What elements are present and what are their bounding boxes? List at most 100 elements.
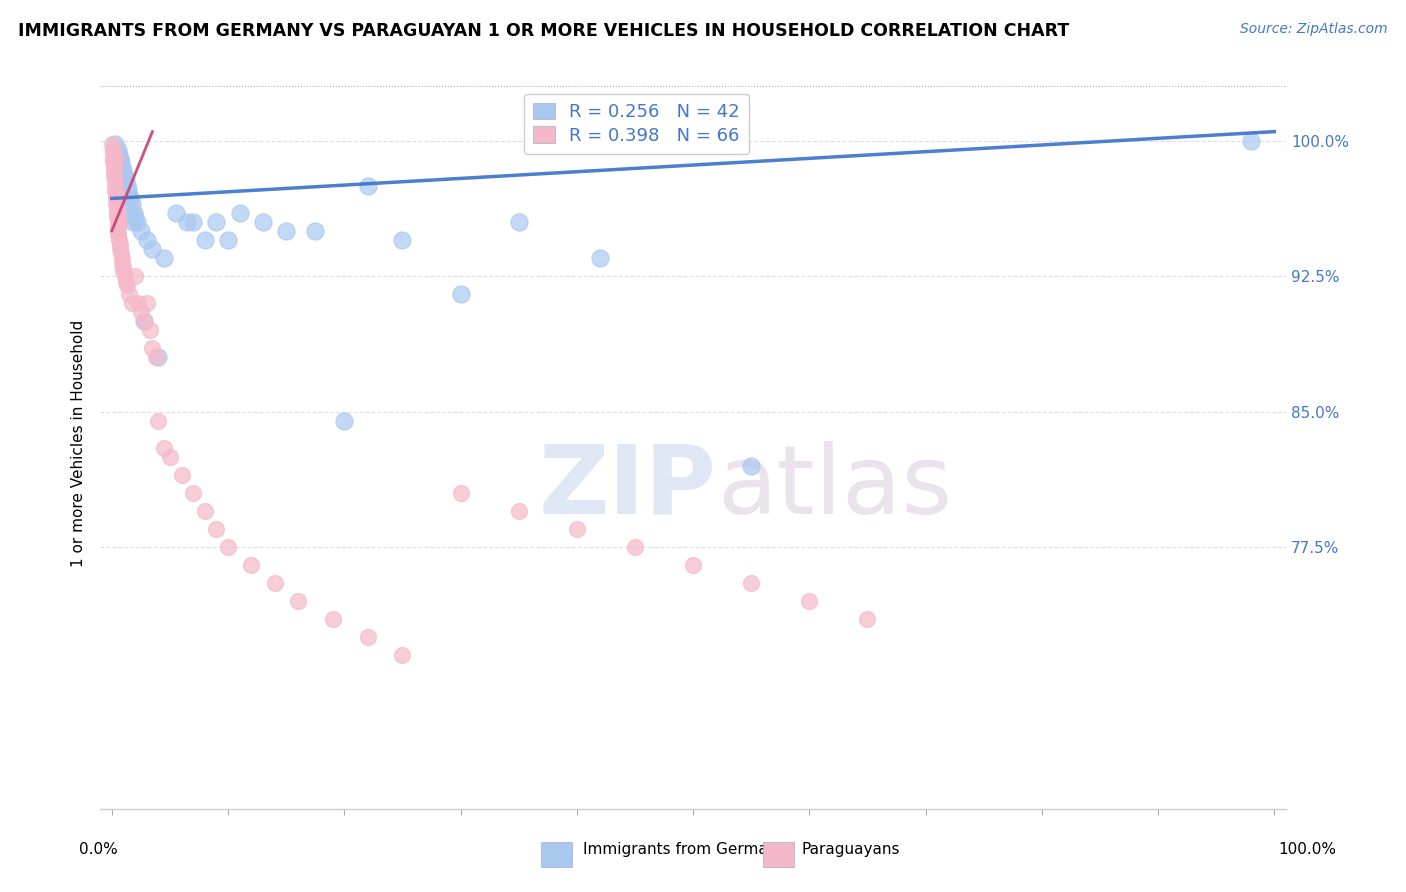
Point	[141, 342, 163, 356]
Point	[217, 540, 239, 554]
Point	[105, 206, 128, 220]
Point	[205, 215, 228, 229]
Point	[356, 631, 378, 645]
Text: Source: ZipAtlas.com: Source: ZipAtlas.com	[1240, 22, 1388, 37]
Point	[740, 576, 762, 591]
Point	[114, 269, 136, 284]
Y-axis label: 1 or more Vehicles in Household: 1 or more Vehicles in Household	[72, 319, 86, 566]
Point	[508, 215, 530, 229]
Point	[110, 245, 132, 260]
Point	[118, 287, 141, 301]
Point	[101, 137, 124, 152]
Point	[104, 137, 127, 152]
Point	[391, 648, 413, 663]
Point	[107, 224, 129, 238]
Point	[450, 287, 472, 301]
Point	[856, 612, 879, 626]
Point	[624, 540, 647, 554]
Point	[228, 206, 250, 220]
Legend: R = 0.256   N = 42, R = 0.398   N = 66: R = 0.256 N = 42, R = 0.398 N = 66	[524, 94, 749, 153]
Point	[205, 522, 228, 536]
Text: Paraguayans: Paraguayans	[801, 842, 900, 856]
Point	[682, 558, 704, 573]
Point	[112, 263, 135, 277]
Point	[121, 197, 143, 211]
Text: Immigrants from Germany: Immigrants from Germany	[583, 842, 787, 856]
Point	[111, 161, 134, 175]
Point	[117, 182, 139, 196]
Point	[121, 215, 143, 229]
Point	[740, 458, 762, 473]
Point	[124, 269, 146, 284]
Point	[111, 256, 134, 270]
Point	[112, 164, 135, 178]
Point	[108, 233, 131, 247]
Point	[128, 296, 150, 310]
Point	[276, 224, 298, 238]
Point	[181, 486, 204, 500]
Point	[322, 612, 344, 626]
Point	[165, 206, 187, 220]
Point	[148, 351, 170, 365]
Point	[115, 178, 138, 193]
Text: 0.0%: 0.0%	[79, 842, 118, 856]
Point	[107, 215, 129, 229]
Point	[1240, 134, 1263, 148]
Point	[450, 486, 472, 500]
Point	[114, 169, 136, 184]
Point	[110, 155, 132, 169]
Point	[176, 215, 198, 229]
Point	[110, 242, 132, 256]
Point	[105, 210, 128, 224]
Point	[141, 242, 163, 256]
Point	[799, 594, 821, 608]
Point	[159, 450, 181, 464]
Point	[194, 504, 217, 518]
Point	[101, 143, 124, 157]
Point	[118, 187, 141, 202]
Text: atlas: atlas	[717, 441, 952, 533]
Point	[304, 224, 326, 238]
Point	[114, 173, 136, 187]
Point	[107, 143, 129, 157]
Point	[111, 260, 134, 274]
Point	[107, 148, 129, 162]
Point	[508, 504, 530, 518]
Text: ZIP: ZIP	[538, 441, 717, 533]
Point	[263, 576, 285, 591]
Point	[129, 305, 152, 319]
Point	[107, 227, 129, 242]
Point	[194, 233, 217, 247]
Point	[356, 178, 378, 193]
Point	[181, 215, 204, 229]
Point	[134, 314, 156, 328]
Point	[148, 414, 170, 428]
Point	[124, 210, 146, 224]
Point	[120, 191, 142, 205]
Point	[287, 594, 309, 608]
Point	[105, 202, 128, 217]
Point	[170, 467, 193, 482]
Point	[391, 233, 413, 247]
Point	[252, 215, 274, 229]
Point	[139, 323, 162, 337]
Point	[103, 169, 125, 184]
Point	[108, 236, 131, 251]
Point	[108, 152, 131, 166]
Point	[105, 152, 128, 166]
Point	[104, 184, 127, 198]
Text: IMMIGRANTS FROM GERMANY VS PARAGUAYAN 1 OR MORE VEHICLES IN HOUSEHOLD CORRELATIO: IMMIGRANTS FROM GERMANY VS PARAGUAYAN 1 …	[18, 22, 1070, 40]
Point	[135, 296, 157, 310]
Point	[565, 522, 588, 536]
Point	[105, 197, 128, 211]
Point	[129, 224, 152, 238]
Point	[104, 191, 127, 205]
Point	[115, 278, 138, 293]
Point	[153, 441, 176, 455]
Point	[101, 152, 124, 166]
Point	[217, 233, 239, 247]
Point	[333, 414, 356, 428]
Point	[240, 558, 263, 573]
Point	[153, 251, 176, 265]
Point	[127, 215, 149, 229]
